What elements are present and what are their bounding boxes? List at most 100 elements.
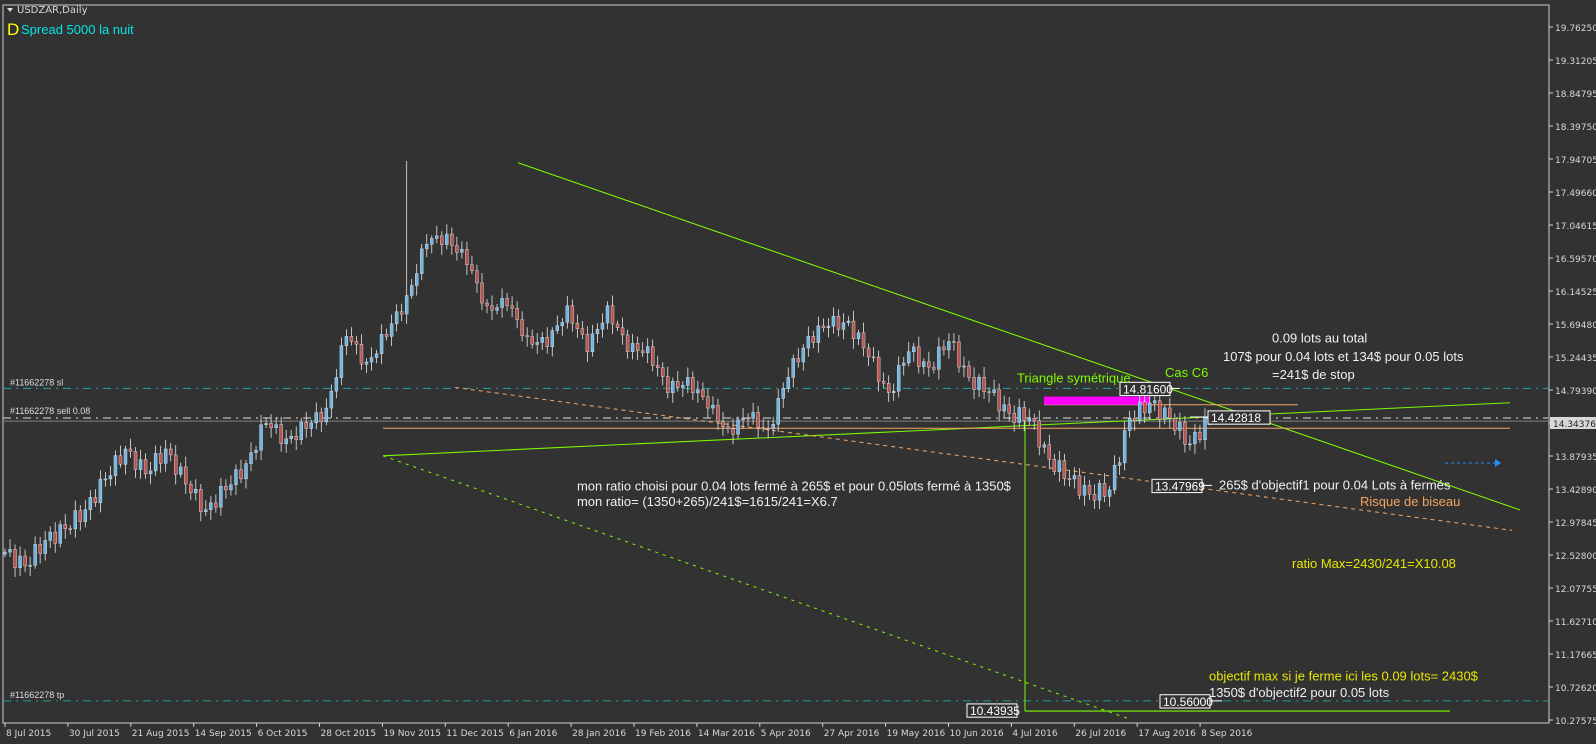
bear-candle	[224, 479, 228, 499]
bull-candle	[430, 235, 434, 254]
ratio-max-note[interactable]: ratio Max=2430/241=X10.08	[1292, 556, 1456, 571]
bear-candle	[570, 299, 575, 332]
bull-candle	[711, 396, 715, 415]
bear-candle	[987, 387, 991, 403]
bear-candle	[876, 350, 881, 392]
price-tick-label: 12.52800	[1555, 552, 1596, 562]
bull-candle	[776, 389, 780, 432]
bear-candle	[575, 314, 580, 338]
time-tick-label: 19 May 2016	[887, 729, 946, 739]
ascending-trendline[interactable]	[382, 402, 1511, 457]
objective2-price-box[interactable]: 10.56000	[1159, 694, 1222, 709]
total-lots-note[interactable]: 0.09 lots au total	[1272, 330, 1367, 345]
time-tick-label: 6 Jan 2016	[509, 729, 557, 739]
objective-max-note[interactable]: objectif max si je ferme ici les 0.09 lo…	[1209, 668, 1479, 683]
bull-candle	[339, 337, 344, 386]
stop-loss-label: #11662278 sl	[10, 377, 63, 387]
bull-candle	[645, 338, 650, 364]
magenta-zone[interactable]	[1044, 396, 1150, 405]
descending-trendline[interactable]	[517, 162, 1521, 511]
bear-candle	[63, 514, 67, 539]
bear-candle	[1022, 401, 1026, 432]
wedge-risk-note[interactable]: Risque de biseau	[1360, 494, 1460, 509]
bull-candle	[234, 464, 238, 495]
entry-price-box[interactable]: 14.42818	[1190, 410, 1271, 425]
bull-candle	[681, 381, 685, 398]
bull-candle	[3, 548, 7, 558]
bear-candle	[706, 388, 710, 419]
bear-candle	[615, 320, 620, 332]
bull-candle	[48, 526, 52, 549]
time-tick-label: 27 Apr 2016	[824, 729, 880, 739]
price-axis[interactable]: 19.76250 19.31205 18.84795 18.39750 17.94705…	[1548, 5, 1596, 727]
price-tick-label: 17.49660	[1555, 189, 1596, 199]
bull-candle	[786, 367, 790, 393]
bull-candle	[791, 354, 795, 388]
triangle-label[interactable]: Triangle symétrique	[1017, 370, 1131, 385]
bear-candle	[731, 418, 735, 445]
bull-candle	[204, 500, 208, 516]
bull-candle	[309, 419, 313, 437]
bear-candle	[399, 303, 404, 322]
bull-candle	[535, 332, 539, 354]
wedge-line[interactable]	[454, 386, 1513, 531]
bull-candle	[404, 160, 409, 324]
price-tick-label: 17.04615	[1555, 222, 1596, 232]
bull-candle	[28, 556, 32, 577]
bull-candle	[379, 324, 384, 364]
current-price-label: 14.34376	[1553, 420, 1596, 430]
bull-candle	[781, 382, 785, 408]
ratio-choice-note-1[interactable]: mon ratio choisi pour 0.04 lots fermé à …	[577, 478, 1012, 493]
objective1-price-box[interactable]: 13.47969	[1151, 478, 1212, 494]
dropdown-triangle-icon[interactable]	[7, 8, 13, 12]
bull-candle	[1117, 457, 1122, 475]
bull-candle	[123, 445, 128, 475]
bull-candle	[460, 241, 464, 259]
projection-dotted-line[interactable]	[382, 455, 1131, 720]
bear-candle	[239, 459, 243, 483]
indicator-letter-icon: D	[7, 20, 19, 39]
bear-candle	[13, 544, 17, 577]
bull-candle	[1193, 424, 1197, 454]
high-price-box[interactable]: 14.81600	[1119, 381, 1180, 397]
stop-split-note[interactable]: 107$ pour 0.04 lots et 134$ pour 0.05 lo…	[1223, 349, 1464, 364]
time-tick-label: 10 Jun 2016	[950, 729, 1004, 739]
bull-candle	[98, 470, 103, 513]
ratio-choice-note-2[interactable]: mon ratio= (1350+265)/241$=1615/241=X6.7	[577, 494, 838, 509]
bull-candle	[605, 301, 610, 330]
bull-candle	[369, 347, 374, 371]
bull-candle	[229, 475, 233, 496]
bull-candle	[88, 490, 93, 520]
bear-candle	[168, 442, 173, 462]
bear-candle	[520, 311, 524, 342]
bear-candle	[836, 309, 841, 337]
time-tick-label: 26 Jul 2016	[1075, 729, 1126, 739]
bull-candle	[324, 398, 329, 426]
bull-candle	[671, 377, 675, 403]
time-axis[interactable]: 8 Jul 2015 30 Jul 2015 21 Aug 2015 14 Sep 2…	[3, 722, 1549, 739]
price-tick-label: 12.07755	[1555, 585, 1596, 595]
objective2-note[interactable]: 1350$ d'objectif2 pour 0.05 lots	[1209, 685, 1390, 700]
bull-candle	[259, 414, 263, 461]
bear-candle	[525, 327, 529, 347]
bull-candle	[18, 546, 22, 577]
bull-candle	[8, 539, 12, 557]
price-tick-label: 11.17665	[1555, 651, 1596, 661]
bull-candle	[962, 356, 966, 378]
bear-candle	[505, 292, 509, 312]
projection-price-box[interactable]: 10.43935	[966, 703, 1020, 718]
bear-candle	[610, 295, 615, 335]
cas-label[interactable]: Cas C6	[1165, 365, 1208, 380]
take-profit-label: #11662278 tp	[10, 690, 64, 700]
bull-candle	[33, 536, 37, 569]
price-tick-label: 13.87935	[1555, 453, 1596, 463]
projection-price-value: 10.43935	[970, 704, 1020, 718]
objective1-note[interactable]: 265$ d'objectif1 pour 0.04 Lots à fermés	[1219, 477, 1451, 492]
stop-total-note[interactable]: =241$ de stop	[1272, 367, 1355, 382]
bear-candle	[982, 366, 986, 399]
bear-candle	[886, 375, 891, 402]
bull-candle	[148, 461, 153, 485]
bull-candle	[947, 333, 951, 359]
candles	[3, 160, 1212, 577]
